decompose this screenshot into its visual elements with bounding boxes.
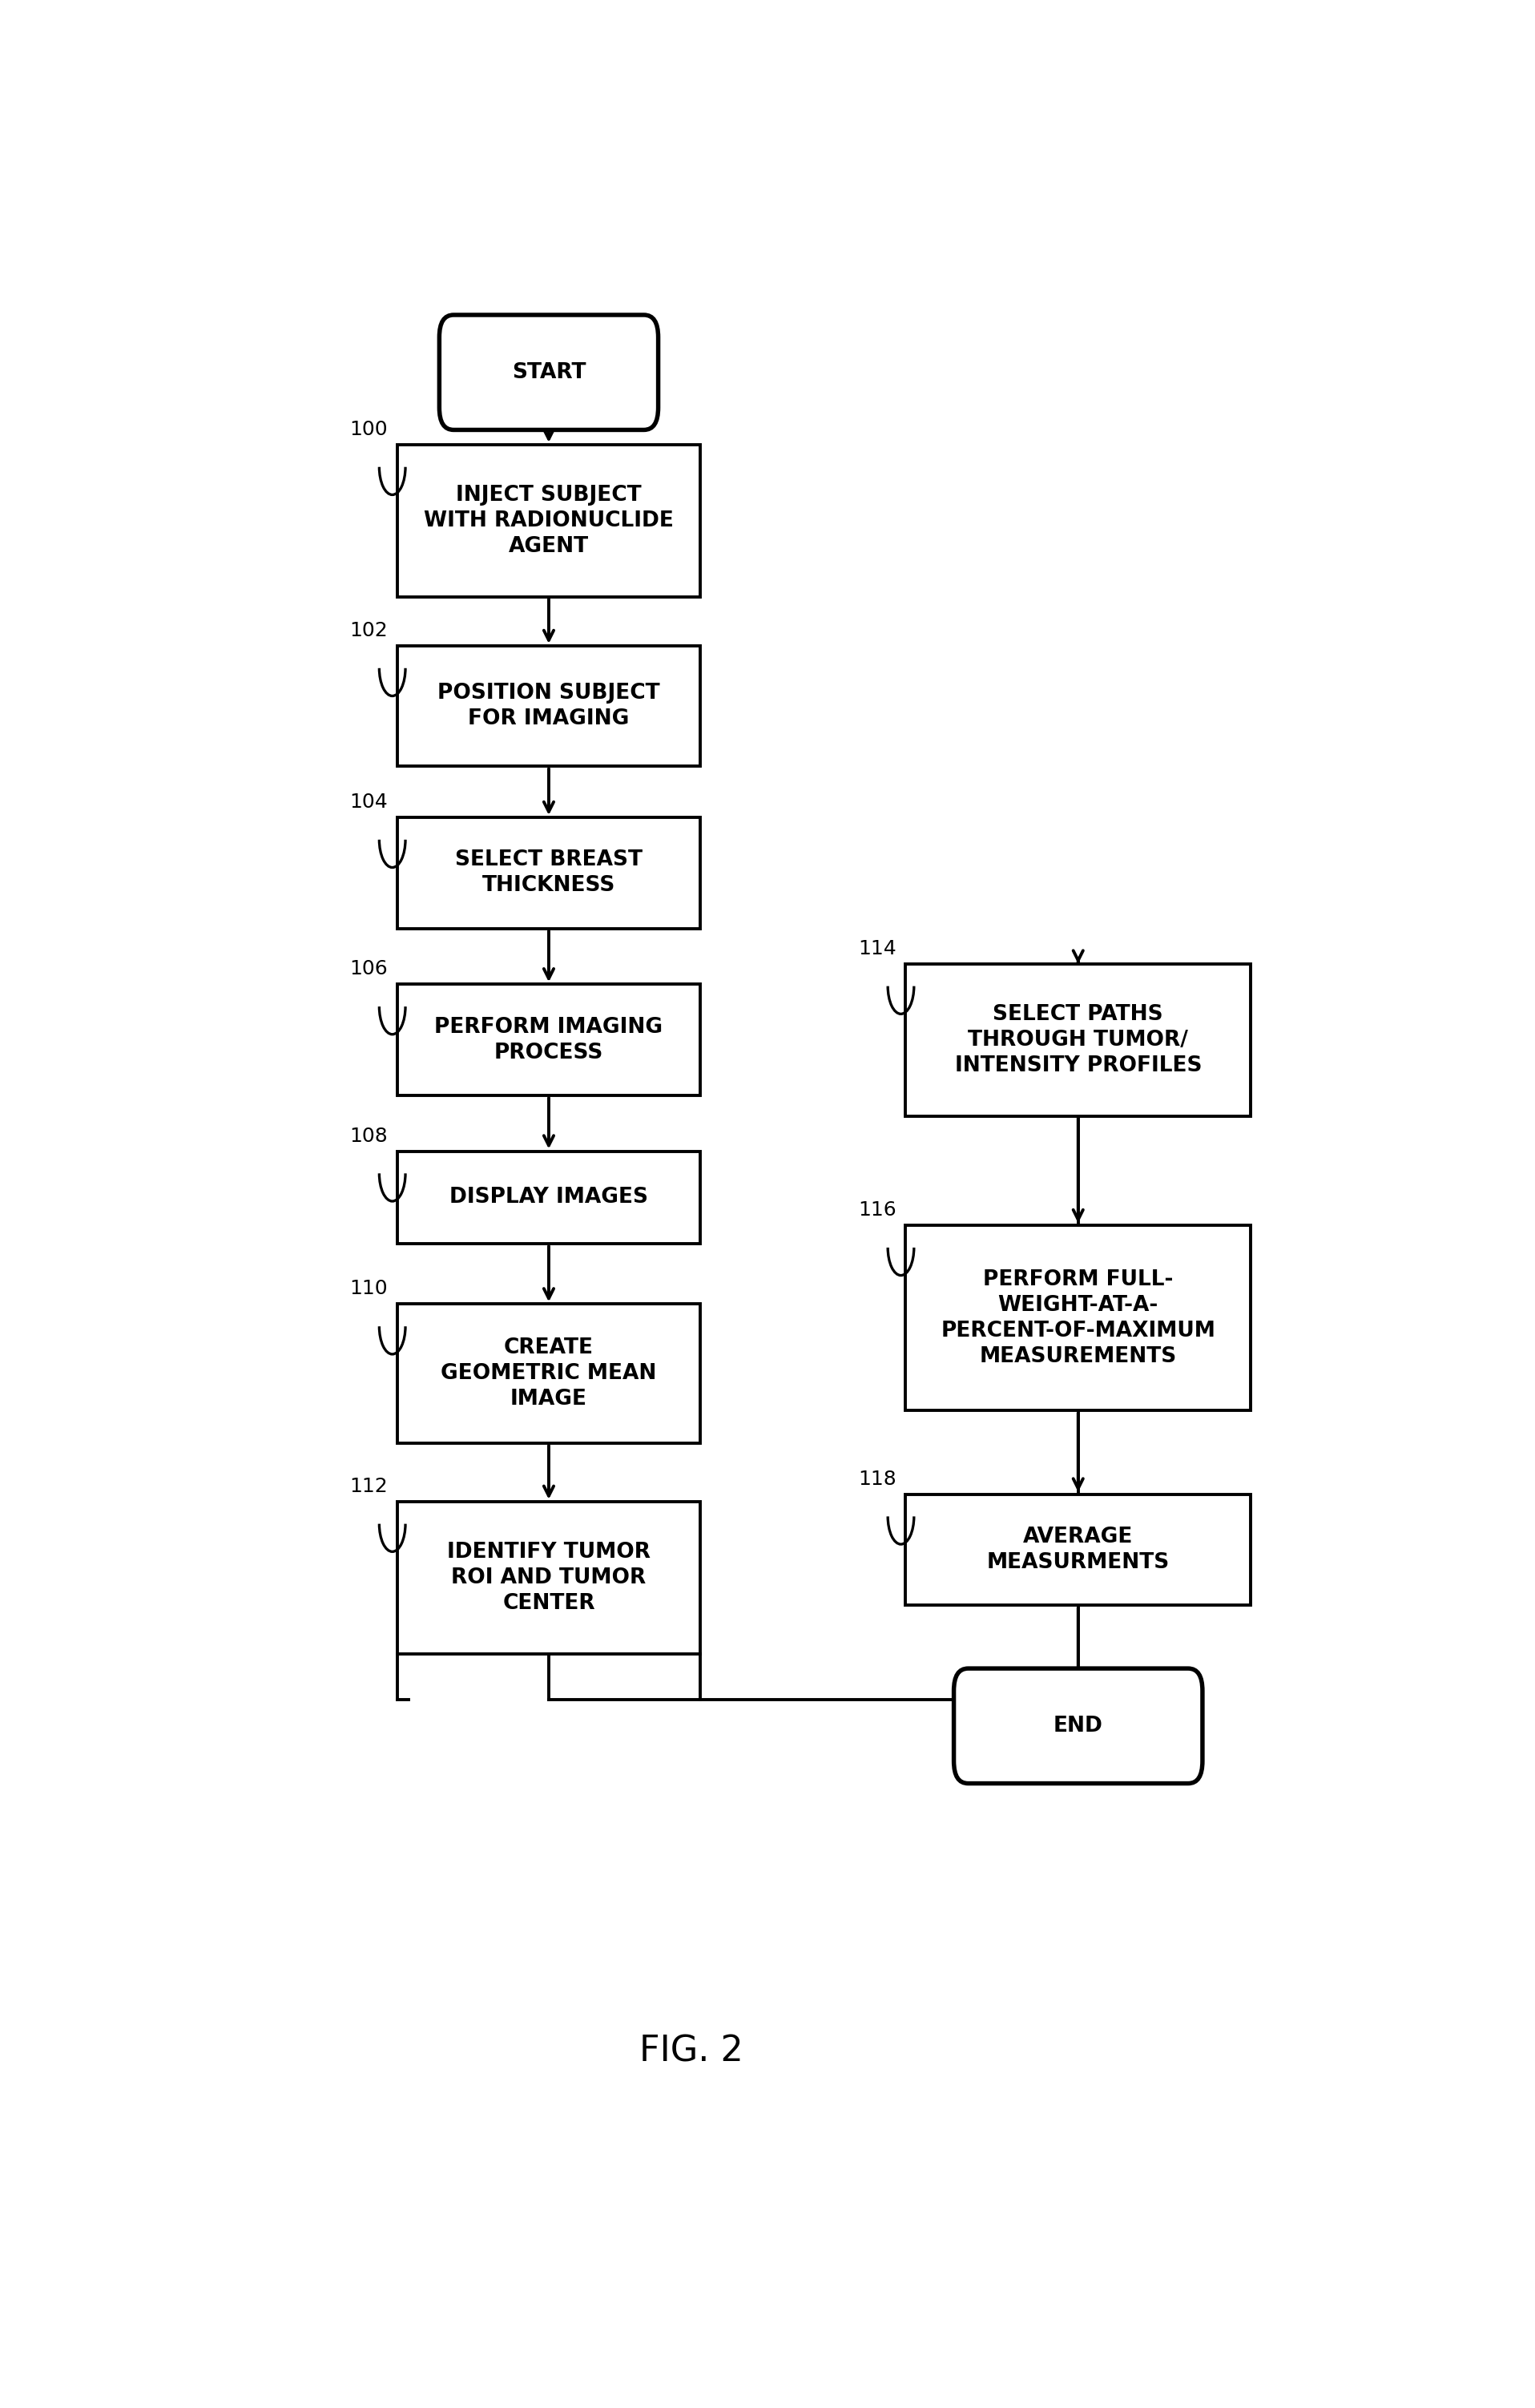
Text: START: START <box>511 361 586 383</box>
FancyBboxPatch shape <box>439 315 659 431</box>
Bar <box>906 1493 1251 1606</box>
Bar <box>398 1503 700 1654</box>
Bar <box>398 645 700 766</box>
Bar <box>398 445 700 597</box>
Text: IDENTIFY TUMOR
ROI AND TUMOR
CENTER: IDENTIFY TUMOR ROI AND TUMOR CENTER <box>447 1541 651 1613</box>
FancyBboxPatch shape <box>953 1669 1202 1784</box>
Text: 110: 110 <box>350 1279 387 1298</box>
Text: 106: 106 <box>350 958 387 978</box>
Text: SELECT PATHS
THROUGH TUMOR/
INTENSITY PROFILES: SELECT PATHS THROUGH TUMOR/ INTENSITY PR… <box>955 1004 1202 1076</box>
Text: AVERAGE
MEASURMENTS: AVERAGE MEASURMENTS <box>987 1527 1170 1572</box>
Text: PERFORM FULL-
WEIGHT-AT-A-
PERCENT-OF-MAXIMUM
MEASUREMENTS: PERFORM FULL- WEIGHT-AT-A- PERCENT-OF-MA… <box>941 1269 1216 1368</box>
Text: SELECT BREAST
THICKNESS: SELECT BREAST THICKNESS <box>454 850 643 896</box>
Bar <box>906 963 1251 1115</box>
Text: 108: 108 <box>350 1127 387 1146</box>
Text: CREATE
GEOMETRIC MEAN
IMAGE: CREATE GEOMETRIC MEAN IMAGE <box>441 1336 657 1409</box>
Bar <box>906 1226 1251 1411</box>
Text: FIG. 2: FIG. 2 <box>640 2035 743 2068</box>
Text: POSITION SUBJECT
FOR IMAGING: POSITION SUBJECT FOR IMAGING <box>437 684 660 730</box>
Bar <box>398 816 700 929</box>
Text: 118: 118 <box>858 1469 896 1488</box>
Text: 112: 112 <box>350 1476 387 1495</box>
Text: 104: 104 <box>350 792 387 811</box>
Text: DISPLAY IMAGES: DISPLAY IMAGES <box>450 1187 648 1209</box>
Text: 100: 100 <box>350 419 387 438</box>
Text: PERFORM IMAGING
PROCESS: PERFORM IMAGING PROCESS <box>434 1016 663 1064</box>
Bar <box>398 985 700 1096</box>
Text: INJECT SUBJECT
WITH RADIONUCLIDE
AGENT: INJECT SUBJECT WITH RADIONUCLIDE AGENT <box>424 484 674 556</box>
Text: 102: 102 <box>350 621 387 641</box>
Bar <box>398 1151 700 1245</box>
Text: 114: 114 <box>858 939 896 958</box>
Text: END: END <box>1053 1714 1104 1736</box>
Bar <box>398 1305 700 1442</box>
Text: 116: 116 <box>858 1202 896 1221</box>
